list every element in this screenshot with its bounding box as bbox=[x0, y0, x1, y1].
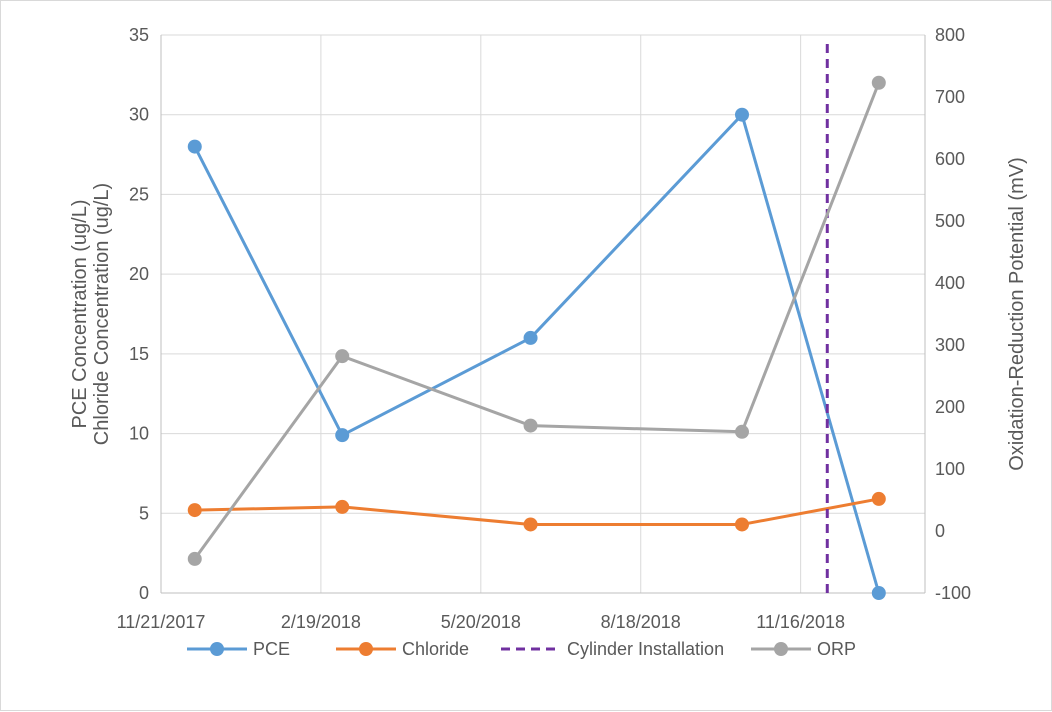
data-point-chloride bbox=[871, 491, 886, 506]
data-point-chloride bbox=[734, 517, 749, 532]
y-tick-label: 30 bbox=[129, 105, 149, 125]
y2-tick-label: 0 bbox=[935, 521, 945, 541]
axes bbox=[160, 35, 926, 594]
legend: PCE Chloride Cylinder Installation ORP bbox=[187, 639, 856, 659]
y2-tick-label: 600 bbox=[935, 149, 965, 169]
series-line-orp bbox=[193, 82, 881, 560]
data-point-orp bbox=[734, 424, 749, 439]
data-point-pce bbox=[734, 107, 749, 122]
y2-tick-label: -100 bbox=[935, 583, 971, 603]
y2-tick-label: 700 bbox=[935, 87, 965, 107]
tick-labels: 0 5 10 15 20 25 30 35 11/21/2017 2/19/2018 5/20/20… bbox=[117, 25, 971, 632]
data-point-orp bbox=[187, 551, 202, 566]
data-point-pce bbox=[187, 139, 202, 154]
data-point-orp bbox=[523, 418, 538, 433]
y2-axis-title: Oxidation-Reduction Potential (mV) bbox=[1006, 157, 1028, 470]
y-tick-label: 5 bbox=[139, 503, 149, 523]
legend-label-chloride: Chloride bbox=[402, 639, 469, 659]
data-point-chloride bbox=[523, 517, 538, 532]
x-tick-label: 11/21/2017 bbox=[117, 612, 206, 632]
series-line-chloride bbox=[194, 497, 880, 526]
y-tick-label: 25 bbox=[129, 184, 149, 204]
legend-marker-pce bbox=[210, 642, 224, 656]
y2-tick-label: 500 bbox=[935, 211, 965, 231]
y2-tick-label: 400 bbox=[935, 273, 965, 293]
series-layer bbox=[187, 42, 886, 600]
x-tick-label: 5/20/2018 bbox=[441, 612, 521, 632]
data-point-pce bbox=[335, 428, 350, 443]
legend-label-orp: ORP bbox=[817, 639, 856, 659]
x-tick-label: 2/19/2018 bbox=[281, 612, 361, 632]
data-point-orp bbox=[335, 349, 350, 364]
y2-tick-label: 300 bbox=[935, 335, 965, 355]
y-tick-label: 35 bbox=[129, 25, 149, 45]
y-tick-label: 15 bbox=[129, 344, 149, 364]
y-axis-title: Chloride Concentration (ug/L) bbox=[91, 183, 113, 445]
x-tick-label: 8/18/2018 bbox=[601, 612, 681, 632]
data-point-pce bbox=[523, 330, 538, 345]
y2-tick-label: 800 bbox=[935, 25, 965, 45]
legend-label-pce: PCE bbox=[253, 639, 290, 659]
y-tick-label: 20 bbox=[129, 264, 149, 284]
legend-label-cylinder-installation: Cylinder Installation bbox=[567, 639, 724, 659]
y2-tick-label: 100 bbox=[935, 459, 965, 479]
y-axis-title: PCE Concentration (ug/L) bbox=[69, 199, 91, 428]
y-tick-label: 10 bbox=[129, 424, 149, 444]
legend-marker-orp bbox=[774, 642, 788, 656]
gridlines bbox=[161, 34, 925, 593]
legend-marker-chloride bbox=[359, 642, 373, 656]
data-point-pce bbox=[871, 586, 886, 600]
data-point-chloride bbox=[187, 503, 202, 518]
y2-tick-label: 200 bbox=[935, 397, 965, 417]
x-tick-label: 11/16/2018 bbox=[756, 612, 845, 632]
y-tick-label: 0 bbox=[139, 583, 149, 603]
data-point-chloride bbox=[335, 499, 350, 514]
axis-titles: PCE Concentration (ug/L) Chloride Concent… bbox=[69, 157, 1028, 470]
data-point-orp bbox=[871, 75, 886, 90]
